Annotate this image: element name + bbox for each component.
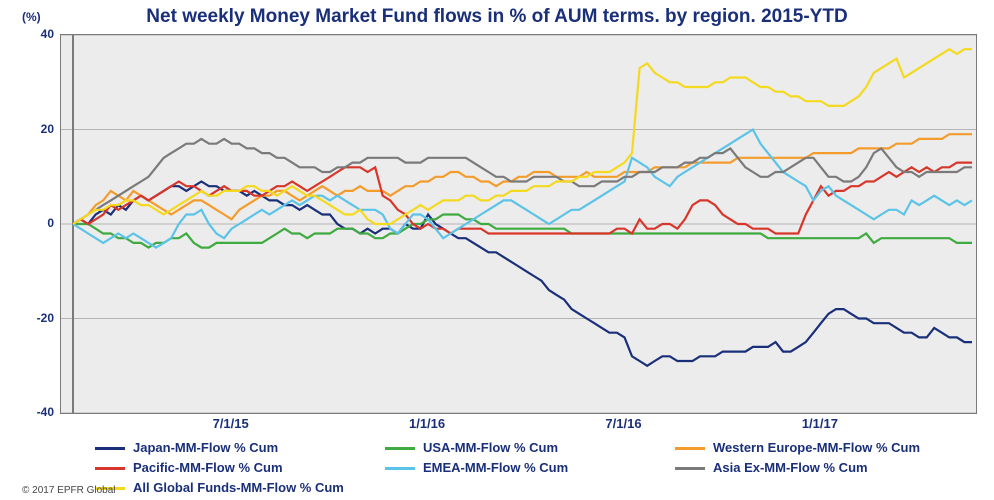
legend-item: EMEA-MM-Flow % Cum bbox=[385, 458, 675, 478]
x-tick-label: 1/1/16 bbox=[409, 416, 445, 431]
y-tick-label: 20 bbox=[10, 122, 54, 136]
x-tick-label: 7/1/15 bbox=[213, 416, 249, 431]
series-line bbox=[73, 49, 972, 224]
y-tick-label: 40 bbox=[10, 27, 54, 41]
legend-label: All Global Funds-MM-Flow % Cum bbox=[133, 478, 344, 498]
credit-text: © 2017 EPFR Global bbox=[22, 485, 116, 496]
legend-item: Japan-MM-Flow % Cum bbox=[95, 438, 385, 458]
legend-item: Asia Ex-MM-Flow % Cum bbox=[675, 458, 965, 478]
legend-label: Western Europe-MM-Flow % Cum bbox=[713, 438, 920, 458]
series-line bbox=[73, 215, 972, 248]
legend: Japan-MM-Flow % Cum USA-MM-Flow % Cum West… bbox=[95, 438, 975, 498]
legend-label: Pacific-MM-Flow % Cum bbox=[133, 458, 283, 478]
legend-swatch bbox=[675, 467, 705, 470]
y-tick-label: 0 bbox=[10, 216, 54, 230]
y-tick-label: -20 bbox=[10, 311, 54, 325]
series-line bbox=[73, 182, 972, 366]
chart-container: (%) Net weekly Money Market Fund flows i… bbox=[0, 0, 994, 500]
series-line bbox=[73, 134, 972, 224]
series-line bbox=[73, 139, 972, 224]
legend-item: Pacific-MM-Flow % Cum bbox=[95, 458, 385, 478]
x-tick-label: 1/1/17 bbox=[802, 416, 838, 431]
legend-label: USA-MM-Flow % Cum bbox=[423, 438, 558, 458]
x-tick-label: 7/1/16 bbox=[605, 416, 641, 431]
y-tick-label: -40 bbox=[10, 405, 54, 419]
legend-item: Western Europe-MM-Flow % Cum bbox=[675, 438, 965, 458]
legend-swatch bbox=[95, 447, 125, 450]
legend-swatch bbox=[385, 467, 415, 470]
legend-swatch bbox=[95, 467, 125, 470]
series-line bbox=[73, 130, 972, 248]
chart-title: Net weekly Money Market Fund flows in % … bbox=[0, 6, 994, 28]
plot-area bbox=[60, 34, 977, 414]
legend-swatch bbox=[385, 447, 415, 450]
legend-label: EMEA-MM-Flow % Cum bbox=[423, 458, 568, 478]
legend-swatch bbox=[675, 447, 705, 450]
line-series bbox=[61, 35, 976, 413]
legend-label: Asia Ex-MM-Flow % Cum bbox=[713, 458, 868, 478]
legend-item: All Global Funds-MM-Flow % Cum bbox=[95, 478, 385, 498]
legend-item: USA-MM-Flow % Cum bbox=[385, 438, 675, 458]
legend-label: Japan-MM-Flow % Cum bbox=[133, 438, 278, 458]
